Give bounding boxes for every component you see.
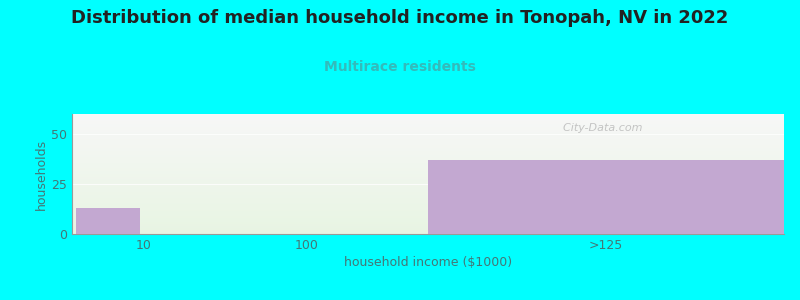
Bar [428, 160, 784, 234]
Y-axis label: households: households [35, 138, 48, 210]
Text: Multirace residents: Multirace residents [324, 60, 476, 74]
Text: City-Data.com: City-Data.com [556, 123, 642, 134]
X-axis label: household income ($1000): household income ($1000) [344, 256, 512, 269]
Text: Distribution of median household income in Tonopah, NV in 2022: Distribution of median household income … [71, 9, 729, 27]
Bar [75, 208, 140, 234]
